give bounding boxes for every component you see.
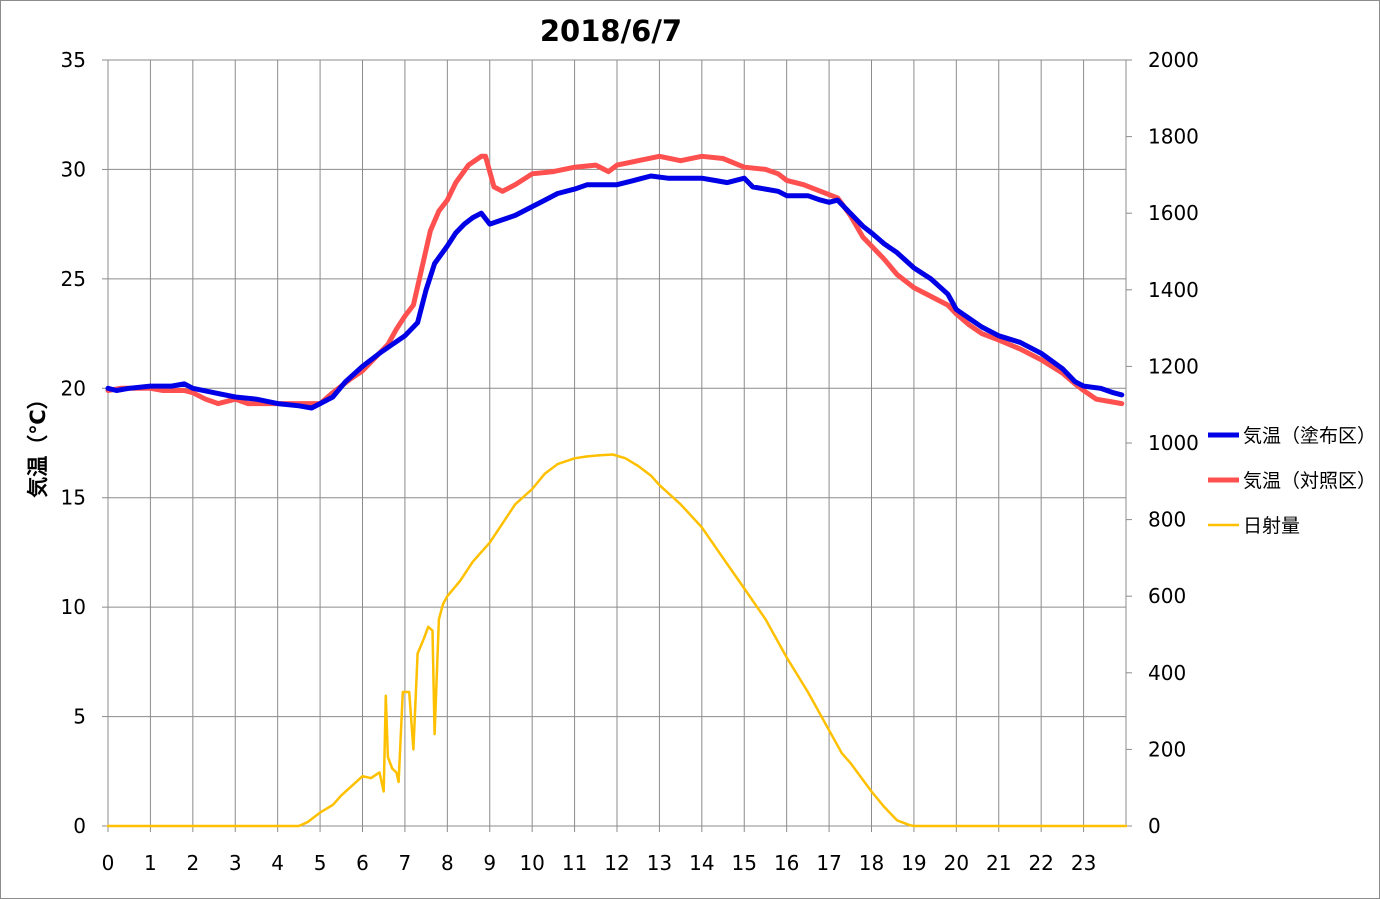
x-tick-label: 20	[944, 851, 969, 875]
right-tick-label: 200	[1148, 737, 1186, 761]
x-tick-label: 8	[441, 851, 454, 875]
series-layer	[105, 153, 1128, 828]
left-tick-label: 30	[61, 157, 86, 181]
left-tick-label: 25	[61, 267, 86, 291]
left-tick-label: 0	[73, 814, 86, 838]
x-tick-label: 0	[102, 851, 115, 875]
x-tick-label: 11	[562, 851, 587, 875]
gridlines	[108, 59, 1126, 827]
x-tick-label: 2	[186, 851, 199, 875]
x-tick-label: 6	[356, 851, 369, 875]
chart-title: 2018/6/7	[540, 14, 682, 48]
x-tick-label: 3	[229, 851, 242, 875]
x-tick-label: 4	[271, 851, 284, 875]
x-tick-label: 5	[314, 851, 327, 875]
left-tick-label: 35	[61, 48, 86, 72]
x-tick-label: 1	[144, 851, 157, 875]
right-tick-label: 2000	[1148, 48, 1199, 72]
series-line-2	[106, 453, 1128, 828]
x-tick-label: 10	[519, 851, 544, 875]
x-tick-label: 23	[1071, 851, 1096, 875]
x-tick-label: 13	[647, 851, 672, 875]
x-tick-label: 7	[399, 851, 412, 875]
right-tick-label: 1000	[1148, 431, 1199, 455]
series-line-0	[105, 173, 1125, 411]
x-tick-label: 21	[986, 851, 1011, 875]
x-tick-label: 15	[732, 851, 757, 875]
left-tick-label: 10	[61, 595, 86, 619]
right-tick-label: 1200	[1148, 354, 1199, 378]
legend-label: 気温（塗布区）	[1243, 424, 1376, 447]
left-tick-label: 20	[61, 376, 86, 400]
x-tick-label: 16	[774, 851, 799, 875]
legend: 気温（塗布区） 気温（対照区） 日射量	[1208, 424, 1376, 537]
x-tick-label: 12	[604, 851, 629, 875]
x-tick-label: 19	[901, 851, 926, 875]
legend-label: 日射量	[1243, 515, 1300, 537]
x-tick-label: 18	[859, 851, 884, 875]
right-tick-label: 0	[1148, 814, 1161, 838]
x-axis-ticks: 0 1 2 3 4 5 6 7 8 9 10 11 12 13 14 15 16 17 18 19 20 21 22 23	[102, 826, 1096, 875]
legend-label: 気温（対照区）	[1243, 470, 1376, 492]
y-axis-label: 気温（℃）	[26, 388, 50, 497]
x-tick-label: 9	[483, 851, 496, 875]
right-tick-label: 800	[1148, 508, 1186, 532]
left-tick-label: 15	[61, 486, 86, 510]
right-tick-label: 1800	[1148, 125, 1199, 149]
right-tick-label: 1600	[1148, 201, 1199, 225]
right-tick-label: 600	[1148, 584, 1186, 608]
right-tick-label: 1400	[1148, 278, 1199, 302]
left-axis-ticks: 0 5 10 15 20 25 30 35	[61, 48, 108, 838]
right-tick-label: 400	[1148, 661, 1186, 685]
series-line-1	[105, 153, 1125, 407]
x-tick-label: 22	[1028, 851, 1053, 875]
right-axis-ticks: 0 200 400 600 800 1000 1200 1400 1600 1800 2000	[1126, 48, 1199, 838]
left-tick-label: 5	[73, 705, 86, 729]
x-tick-label: 14	[689, 851, 714, 875]
x-tick-label: 17	[816, 851, 841, 875]
